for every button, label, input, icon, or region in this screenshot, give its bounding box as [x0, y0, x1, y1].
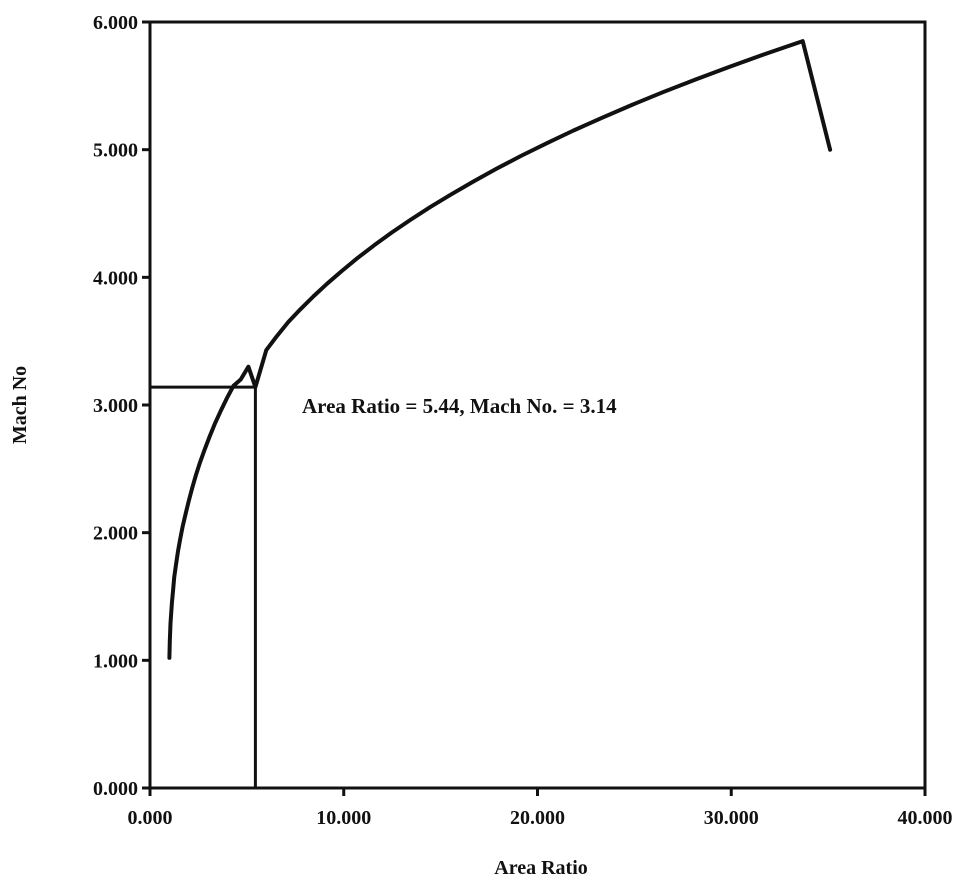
series-line: [167, 39, 833, 660]
x-axis-title: Area Ratio: [494, 857, 588, 879]
x-tick-label: 20.000: [510, 807, 565, 829]
x-tick-label: 40.000: [898, 807, 953, 829]
x-tick-label: 30.000: [704, 807, 759, 829]
y-tick-label: 0.000: [93, 778, 138, 800]
x-tick-label: 0.000: [128, 807, 173, 829]
y-tick-label: 1.000: [93, 650, 138, 672]
annotation-label: Area Ratio = 5.44, Mach No. = 3.14: [302, 394, 617, 418]
y-axis-ticks: 0.000 1.000 2.000 3.000 4.000 5.000 6.000: [93, 12, 150, 800]
y-tick-label: 3.000: [93, 395, 138, 417]
y-tick-label: 2.000: [93, 523, 138, 545]
y-axis-title: Mach No: [9, 366, 31, 444]
y-tick-label: 4.000: [93, 267, 138, 289]
y-tick-label: 6.000: [93, 12, 138, 34]
y-tick-label: 5.000: [93, 140, 138, 162]
x-tick-label: 10.000: [316, 807, 371, 829]
plot-frame: [148, 20, 927, 790]
x-axis-ticks: 0.000 10.000 20.000 30.000 40.000: [128, 788, 953, 829]
